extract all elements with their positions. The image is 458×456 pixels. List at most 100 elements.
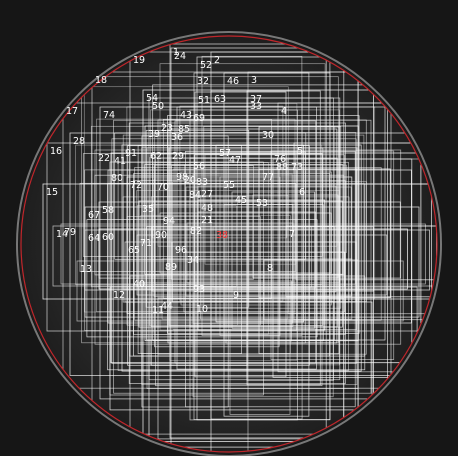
box-label-63: 63 [214,94,226,105]
box-label-46: 46 [227,76,239,87]
box-label-47: 47 [229,155,241,166]
bounding-box-unlabeled [107,183,366,371]
box-label-1: 1 [173,47,179,58]
box-label-55: 55 [223,180,235,191]
box-label-38: 38 [216,230,228,241]
bounding-box-unlabeled [109,161,264,396]
box-label-41: 41 [114,156,126,167]
box-label-4: 4 [281,106,287,117]
box-label-35: 35 [142,204,154,215]
box-label-88: 88 [276,162,288,173]
field-of-view-ring [16,31,442,456]
box-label-12: 12 [113,290,125,301]
box-label-34: 34 [187,255,199,266]
bounding-box-88 [272,158,413,378]
bounding-box-unlabeled [179,105,284,302]
bounding-box-unlabeled [75,144,323,286]
box-label-76: 76 [274,154,286,165]
bounding-box-unlabeled [200,194,289,320]
bounding-box-13 [76,260,404,322]
bounding-box-unlabeled [140,215,291,354]
bounding-box-unlabeled [223,204,324,342]
box-label-53: 53 [256,198,268,209]
box-label-39: 39 [148,129,160,140]
box-label-22: 22 [98,153,110,164]
bounding-box-unlabeled [114,132,307,260]
box-labels: 1234567891011121314151617181920212223242… [46,47,305,316]
bounding-box-unlabeled [86,219,318,338]
box-label-69: 69 [193,113,205,124]
box-label-52: 52 [200,60,212,71]
bounding-box-unlabeled [150,109,340,366]
bounding-box-unlabeled [122,134,365,290]
box-label-64: 64 [88,233,100,244]
box-label-62: 62 [150,151,162,162]
bounding-box-16 [46,142,437,332]
box-label-14: 14 [56,229,68,240]
box-label-5: 5 [297,146,303,157]
bounding-box-unlabeled [171,165,254,280]
bounding-box-unlabeled [113,119,372,394]
box-label-33: 33 [250,101,262,112]
box-label-93: 93 [193,284,205,295]
box-label-3: 3 [251,75,257,86]
box-label-91: 91 [125,148,137,159]
box-label-21: 21 [201,215,213,226]
box-label-23: 23 [161,123,173,134]
box-label-84: 84 [189,190,201,201]
bounding-box-unlabeled [172,181,367,302]
bounding-box-unlabeled [194,154,345,288]
box-label-8: 8 [267,263,273,274]
bounding-box-unlabeled [83,86,289,313]
box-label-70: 70 [157,182,169,193]
box-label-72: 72 [130,180,142,191]
box-label-82: 82 [190,226,202,237]
bounding-box-unlabeled [111,138,357,364]
box-label-96: 96 [175,245,187,256]
box-label-15: 15 [46,187,58,198]
bounding-box-unlabeled [136,205,237,287]
bounding-box-unlabeled [134,167,382,321]
bounding-box-unlabeled [152,153,288,239]
bounding-box-unlabeled [154,164,280,348]
box-label-79: 79 [64,227,76,238]
bounding-box-unlabeled [126,216,261,326]
box-label-28: 28 [73,136,85,147]
box-label-20: 20 [184,175,196,186]
box-label-73: 73 [291,162,303,173]
bounding-box-unlabeled [84,169,297,331]
box-label-50: 50 [152,101,164,112]
box-label-67: 67 [88,210,100,221]
box-label-6: 6 [299,187,305,198]
box-label-17: 17 [66,106,78,117]
box-label-48: 48 [201,203,213,214]
bounding-box-76 [270,150,395,361]
box-label-11: 11 [152,305,164,316]
box-label-10: 10 [196,304,208,315]
box-label-19: 19 [133,55,145,66]
box-label-24: 24 [174,51,186,62]
box-label-60: 60 [102,232,114,243]
box-label-57: 57 [219,148,231,159]
bounding-box-unlabeled [145,129,250,308]
box-label-71: 71 [140,238,152,249]
bounding-box-91 [121,144,362,372]
bounding-box-unlabeled [133,180,346,335]
box-label-51: 51 [198,95,210,106]
box-label-37: 37 [250,94,262,105]
bounding-box-unlabeled [127,145,310,366]
bounding-box-unlabeled [81,76,339,344]
bounding-box-unlabeled [126,106,376,300]
box-label-29: 29 [172,151,184,162]
bounding-boxes [42,43,437,452]
box-label-83: 83 [196,177,208,188]
box-label-18: 18 [95,75,107,86]
bounding-box-unlabeled [162,119,273,299]
box-label-65: 65 [128,245,140,256]
box-label-16: 16 [50,146,62,157]
box-label-54: 54 [146,93,158,104]
bounding-box-84 [185,186,352,297]
box-label-94: 94 [163,216,175,227]
box-label-80: 80 [111,173,123,184]
bounding-box-83 [192,173,293,324]
